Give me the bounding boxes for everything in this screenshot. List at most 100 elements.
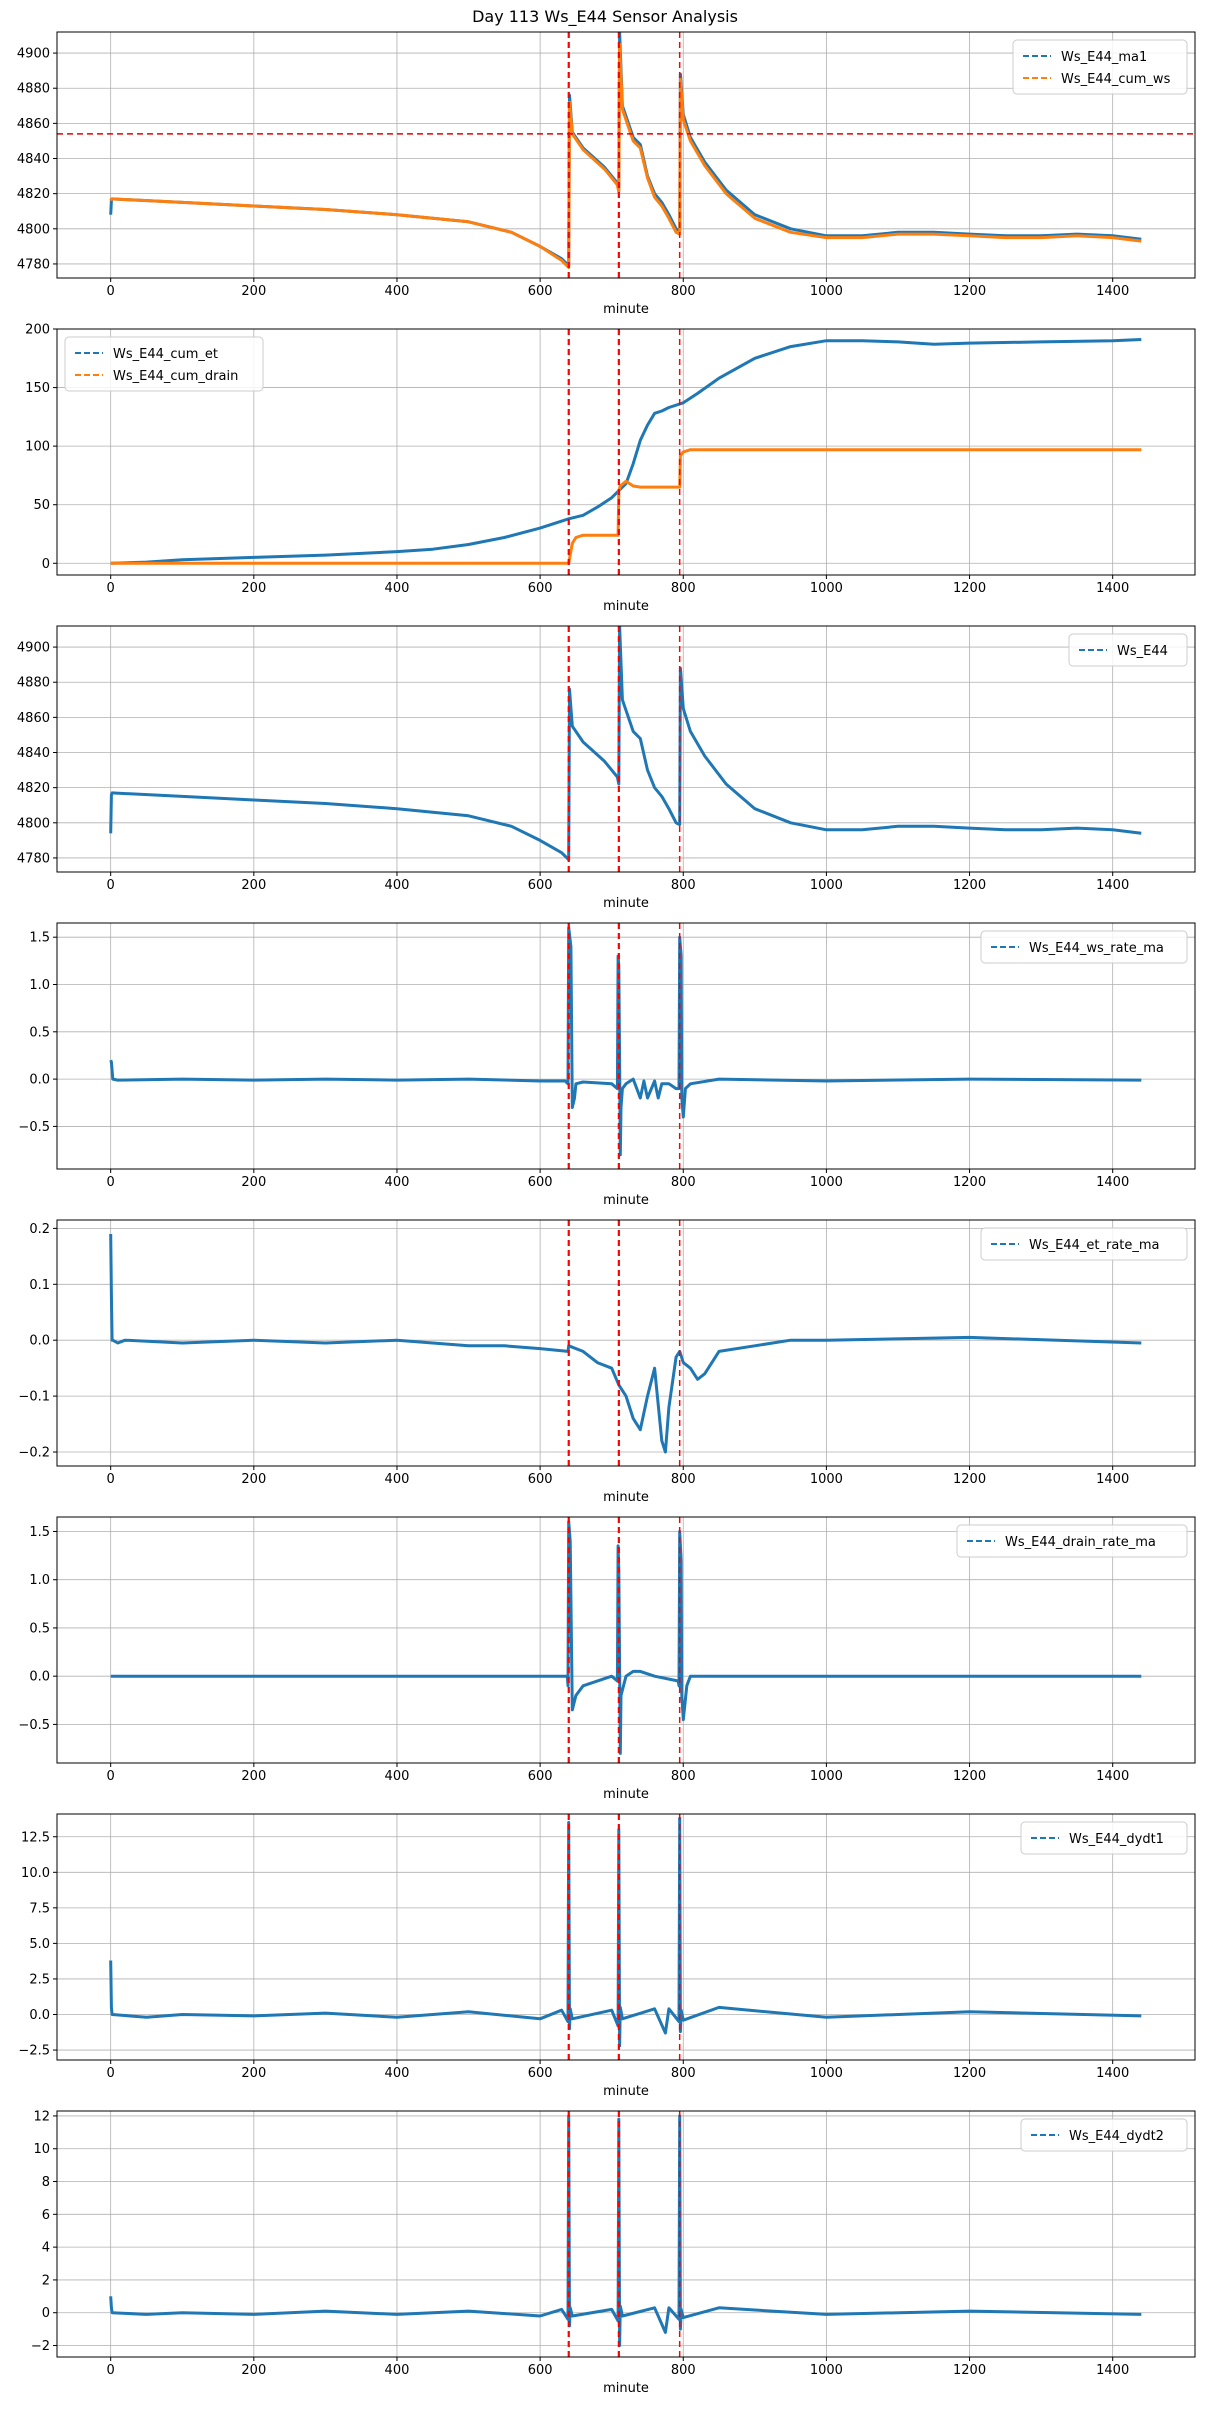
x-tick-label: 800 xyxy=(671,1175,696,1190)
x-tick-label: 400 xyxy=(385,2066,410,2081)
legend: Ws_E44_cum_et Ws_E44_cum_drain xyxy=(64,336,264,392)
y-tick-label: −0.5 xyxy=(18,1718,50,1733)
x-tick-label: 800 xyxy=(671,284,696,299)
legend: Ws_E44_drain_rate_ma xyxy=(956,1524,1188,1558)
x-tick-label: 800 xyxy=(671,1769,696,1784)
x-axis-label: minute xyxy=(603,896,649,911)
x-tick-label: 1200 xyxy=(953,878,986,893)
x-tick-label: 1200 xyxy=(953,1472,986,1487)
x-tick-label: 0 xyxy=(107,878,115,893)
grid xyxy=(57,626,1195,872)
y-tick-label: 2.5 xyxy=(29,1972,50,1987)
y-tick-label: 0.0 xyxy=(29,1073,50,1088)
legend-box xyxy=(956,1524,1188,1558)
legend: Ws_E44_ma1 Ws_E44_cum_ws xyxy=(1012,39,1188,95)
axes-frame xyxy=(56,1516,1196,1764)
x-tick-label: 1400 xyxy=(1096,1769,1129,1784)
x-tick-label: 400 xyxy=(385,284,410,299)
y-tick-label: 4820 xyxy=(17,187,50,202)
y-tick-label: 4860 xyxy=(17,117,50,132)
axes-frame xyxy=(56,1219,1196,1467)
series-group xyxy=(57,32,1195,278)
chart-panel-5: 0 200 400 600 800 1000 1200 1400 −0.2 −0.1 0.0 0.1 0… xyxy=(18,1219,1196,1505)
series-group xyxy=(109,923,1142,1169)
y-tick-label: 0.0 xyxy=(29,1334,50,1349)
x-tick-label: 400 xyxy=(385,581,410,596)
legend-label: Ws_E44_ws_rate_ma xyxy=(1029,941,1164,956)
series-line-Ws_E44_ws_rate_ma xyxy=(109,926,1142,1157)
x-tick-label: 600 xyxy=(528,2066,553,2081)
x-tick-label: 400 xyxy=(385,1175,410,1190)
y-tick-label: 10.0 xyxy=(21,1866,50,1881)
legend: Ws_E44_dydt1 xyxy=(1020,1821,1188,1855)
x-axis-label: minute xyxy=(603,599,649,614)
series-line-Ws_E44_dydt2 xyxy=(109,2114,1142,2347)
y-tick-label: −2.5 xyxy=(18,2044,50,2059)
y-tick-label: 1.5 xyxy=(29,1525,50,1540)
x-tick-label: 0 xyxy=(107,1175,115,1190)
axes-frame xyxy=(56,2110,1196,2358)
x-axis-label: minute xyxy=(603,1193,649,1208)
y-tick-label: 0 xyxy=(42,2306,50,2321)
y-tick-label: 7.5 xyxy=(29,1901,50,1916)
x-tick-label: 400 xyxy=(385,1472,410,1487)
x-tick-label: 800 xyxy=(671,1472,696,1487)
x-tick-label: 1400 xyxy=(1096,2363,1129,2378)
legend-label: Ws_E44_cum_ws xyxy=(1061,72,1171,87)
axes-frame xyxy=(56,1813,1196,2061)
x-tick-label: 0 xyxy=(107,1472,115,1487)
y-tick-label: 150 xyxy=(25,381,50,396)
chart-panel-2: 0 200 400 600 800 1000 1200 1400 0 50 100 150 200 min… xyxy=(25,323,1196,614)
y-tick-label: 8 xyxy=(42,2175,50,2190)
x-tick-label: 1200 xyxy=(953,2066,986,2081)
figure-title: Day 113 Ws_E44 Sensor Analysis xyxy=(472,7,738,27)
y-tick-label: 0.1 xyxy=(29,1278,50,1293)
chart-panel-7: 0 200 400 600 800 1000 1200 1400 −2.5 0.0 2.5 5.0 7.… xyxy=(18,1813,1196,2099)
x-tick-label: 600 xyxy=(528,1472,553,1487)
y-tick-label: 12 xyxy=(33,2109,50,2124)
y-tick-label: 4800 xyxy=(17,816,50,831)
series-line-Ws_E44_drain_rate_ma xyxy=(110,1520,1142,1755)
x-tick-label: 600 xyxy=(528,1175,553,1190)
x-tick-label: 1000 xyxy=(810,581,843,596)
x-tick-label: 0 xyxy=(107,2066,115,2081)
series-line-Ws_E44_ma1 xyxy=(109,32,1142,268)
legend: Ws_E44_ws_rate_ma xyxy=(980,930,1188,964)
series-group xyxy=(110,329,1142,575)
chart-panel-4: 0 200 400 600 800 1000 1200 1400 −0.5 0.0 0.5 1.0 1.… xyxy=(18,922,1196,1208)
x-tick-label: 600 xyxy=(528,878,553,893)
y-tick-label: 0 xyxy=(42,557,50,572)
legend-box xyxy=(1068,633,1188,667)
x-tick-label: 1000 xyxy=(810,878,843,893)
y-tick-label: 50 xyxy=(33,498,50,513)
legend-box xyxy=(980,930,1188,964)
axes-frame xyxy=(56,31,1196,279)
x-tick-label: 1200 xyxy=(953,1175,986,1190)
y-tick-label: 4860 xyxy=(17,711,50,726)
x-tick-label: 1200 xyxy=(953,284,986,299)
y-tick-label: 4900 xyxy=(17,641,50,656)
x-tick-label: 200 xyxy=(241,1175,266,1190)
x-tick-label: 600 xyxy=(528,2363,553,2378)
series-group xyxy=(109,1814,1142,2060)
y-tick-label: 2 xyxy=(42,2273,50,2288)
y-tick-label: 200 xyxy=(25,323,50,338)
legend-label: Ws_E44_cum_drain xyxy=(113,369,238,384)
x-tick-label: 0 xyxy=(107,581,115,596)
legend-label: Ws_E44_dydt1 xyxy=(1069,1832,1164,1847)
y-tick-label: −0.1 xyxy=(18,1390,50,1405)
x-tick-label: 200 xyxy=(241,581,266,596)
x-tick-label: 1000 xyxy=(810,1769,843,1784)
series-group xyxy=(109,626,1142,872)
y-tick-label: 0.5 xyxy=(29,1621,50,1636)
legend-label: Ws_E44_dydt2 xyxy=(1069,2129,1164,2144)
x-tick-label: 800 xyxy=(671,581,696,596)
series-line-Ws_E44_dydt1 xyxy=(109,1816,1142,2048)
y-tick-label: 0.5 xyxy=(29,1025,50,1040)
x-tick-label: 200 xyxy=(241,1472,266,1487)
series-group xyxy=(109,2111,1142,2357)
x-tick-label: 400 xyxy=(385,878,410,893)
y-tick-label: 10 xyxy=(33,2142,50,2157)
x-tick-label: 800 xyxy=(671,2066,696,2081)
